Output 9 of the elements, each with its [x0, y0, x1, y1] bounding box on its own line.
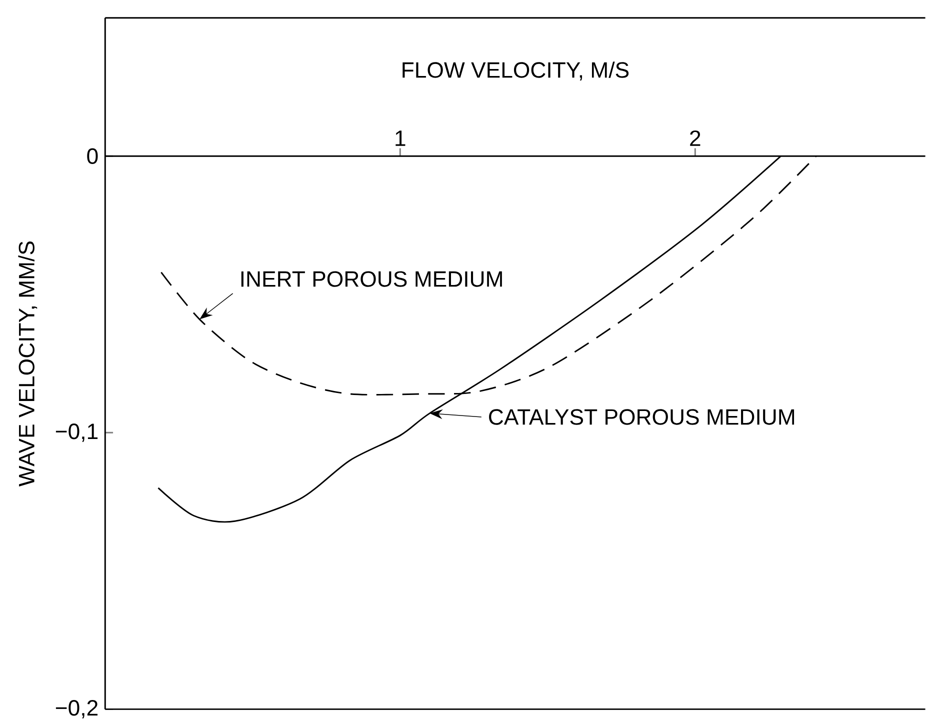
annotation: CATALYST POROUS MEDIUM [489, 409, 794, 426]
x-axis-title: FLOW VELOCITY, M/S [402, 62, 629, 81]
y-tick-label: 0 [87, 148, 98, 164]
x-tick-label: 1 [396, 130, 406, 146]
y-tick-label: −0,1 [56, 424, 98, 442]
annotation: INERT POROUS MEDIUM [241, 271, 502, 288]
x-tick-label: 2 [690, 130, 700, 146]
y-tick-label: −0,2 [56, 700, 98, 719]
y-axis-title: WAVE VELOCITY, MM/S [18, 242, 38, 487]
